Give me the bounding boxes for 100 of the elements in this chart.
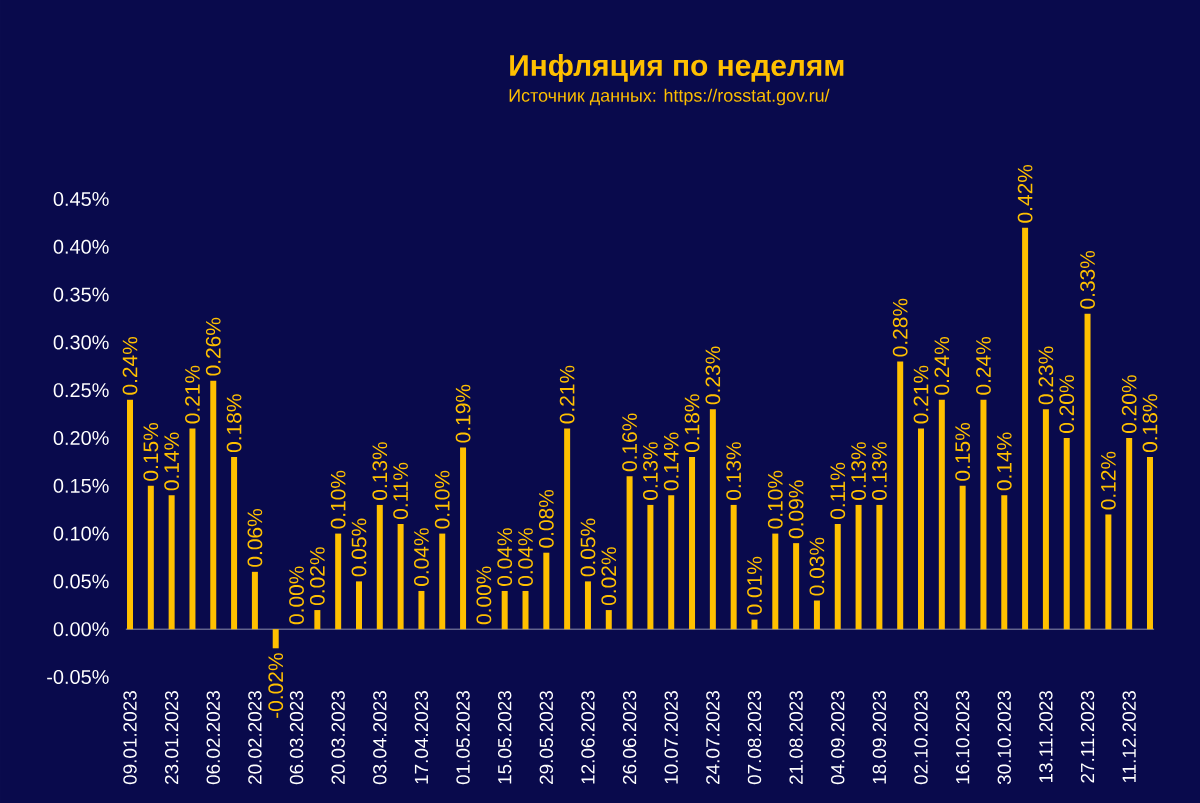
data-label: 0.15% [955, 423, 971, 481]
data-label: 0.13% [851, 442, 866, 500]
bar [793, 543, 800, 630]
data-label: 0.00% [289, 566, 304, 625]
bar [668, 495, 675, 630]
x-tick-label: 26.06.2023 [622, 691, 637, 784]
bar [335, 533, 342, 630]
y-tick-label: 0.00% [53, 622, 109, 637]
data-label: 0.11% [830, 462, 846, 520]
bar [855, 504, 862, 630]
bar [1084, 313, 1091, 630]
x-tick-label: 11.12.2023 [1122, 691, 1136, 783]
bar [210, 380, 217, 630]
y-tick-label: 0.25% [53, 383, 109, 398]
bar [626, 476, 633, 630]
bar [1001, 495, 1008, 630]
bar [751, 619, 758, 630]
data-label: 0.24% [934, 336, 950, 395]
bar [1105, 514, 1112, 630]
bar [397, 524, 404, 630]
bar [918, 428, 925, 630]
chart-title: Инфляция по неделям [510, 54, 844, 82]
data-label: 0.16% [622, 413, 637, 472]
data-label: 0.26% [205, 317, 221, 376]
bar [813, 600, 820, 630]
data-label: 0.13% [372, 442, 388, 500]
bar [564, 428, 571, 630]
bar [314, 610, 321, 630]
data-label: 0.04% [414, 528, 429, 586]
data-label: 0.28% [892, 298, 908, 357]
y-tick-label: 0.15% [53, 478, 109, 493]
data-label: 0.05% [351, 518, 367, 577]
bar [1063, 437, 1070, 630]
x-tick-label: 23.01.2023 [164, 691, 179, 784]
data-label: 0.18% [226, 394, 242, 453]
x-tick-label: 15.05.2023 [497, 691, 512, 784]
bar [127, 399, 134, 630]
bar [460, 447, 467, 630]
bar [876, 504, 883, 630]
y-tick-label: 0.35% [53, 287, 109, 302]
data-label: 0.12% [1100, 451, 1116, 510]
data-label: 0.03% [809, 537, 825, 596]
x-tick-label: 10.07.2023 [664, 691, 678, 784]
bar [1146, 457, 1153, 630]
bar [231, 457, 238, 630]
data-label: 0.24% [976, 336, 991, 395]
data-label: 0.14% [164, 432, 180, 491]
data-label: 0.15% [143, 423, 159, 481]
x-tick-label: 12.06.2023 [581, 691, 595, 784]
bar [251, 571, 258, 630]
data-label: 0.09% [788, 480, 804, 539]
bar [938, 399, 945, 630]
data-label: 0.24% [122, 336, 138, 395]
bar [355, 581, 362, 630]
x-tick-label: 30.10.2023 [997, 691, 1011, 785]
bar [1022, 227, 1029, 630]
data-label: 0.06% [247, 509, 263, 567]
bar [1042, 409, 1049, 630]
data-label: 0.13% [726, 442, 742, 500]
bar [418, 590, 425, 630]
bar [834, 524, 841, 630]
x-tick-label: 01.05.2023 [456, 691, 470, 785]
y-tick-label: 0.10% [53, 526, 109, 541]
bar [439, 533, 446, 630]
data-label: 0.01% [747, 556, 762, 615]
data-label: 0.20% [1059, 375, 1075, 433]
data-label: 0.00% [476, 566, 492, 625]
data-label: 0.08% [538, 489, 554, 548]
data-label: 0.20% [1121, 375, 1137, 433]
bar [543, 552, 550, 630]
bar [501, 590, 508, 630]
data-label: 0.10% [767, 470, 783, 529]
bar [730, 504, 737, 630]
data-label: 0.10% [330, 470, 346, 529]
bar [709, 409, 716, 630]
bar [522, 590, 529, 630]
x-tick-label: 09.01.2023 [123, 691, 137, 785]
bar [147, 485, 154, 630]
data-label: 0.21% [185, 365, 200, 424]
bar [584, 581, 591, 630]
data-label: 0.21% [559, 365, 575, 424]
x-tick-label: 18.09.2023 [872, 691, 887, 784]
bar [376, 504, 383, 630]
text: Источник данных: https://rosstat.gov.ru/ [509, 88, 830, 106]
data-label: 0.05% [580, 518, 596, 577]
bar [772, 533, 779, 630]
data-label: 0.21% [913, 365, 929, 424]
bar [959, 485, 966, 630]
y-tick-label: 0.20% [53, 430, 109, 446]
data-label: 0.14% [996, 432, 1012, 491]
data-label: 0.14% [663, 432, 679, 491]
x-tick-label: 27.11.2023 [1080, 691, 1095, 783]
x-tick-label: 21.08.2023 [789, 691, 803, 784]
data-label: 0.13% [871, 442, 887, 500]
data-label: 0.10% [434, 470, 450, 529]
bar [897, 361, 904, 630]
x-tick-label: 20.02.2023 [248, 691, 262, 784]
x-tick-label: 04.09.2023 [831, 691, 845, 785]
bar [272, 629, 279, 649]
data-label: 0.33% [1080, 250, 1095, 309]
